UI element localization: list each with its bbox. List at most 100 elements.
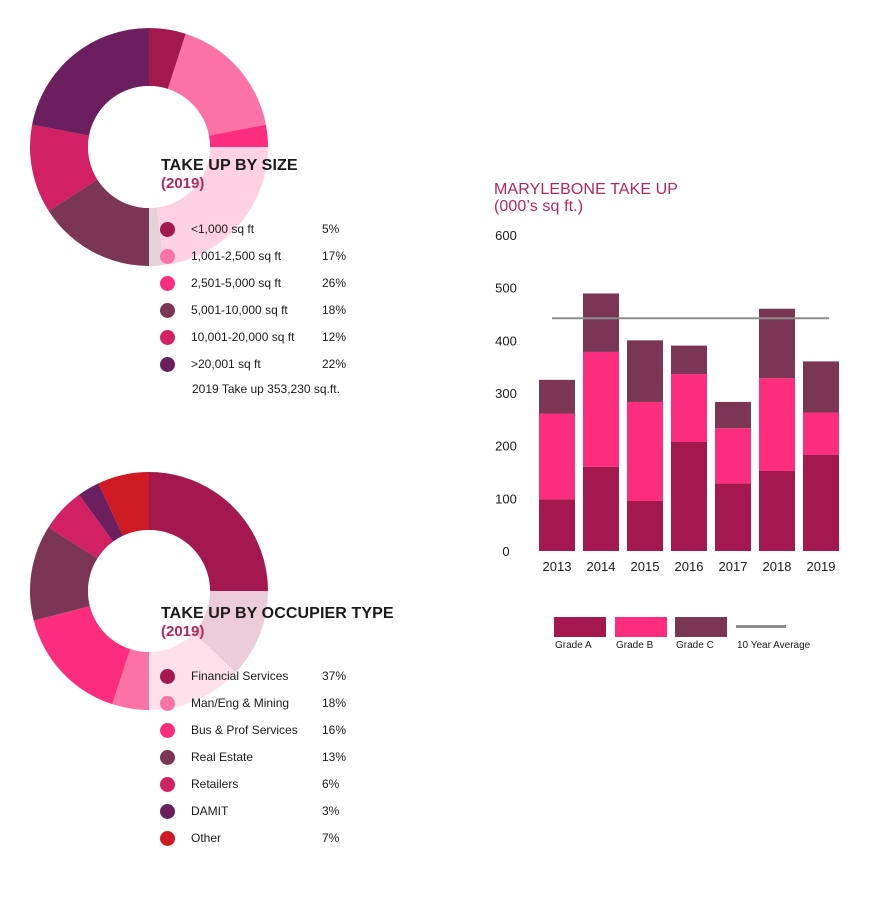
size-donut-chart bbox=[30, 28, 274, 272]
y-tick-label: 200 bbox=[495, 439, 517, 454]
occupier-legend-percent: 18% bbox=[322, 696, 347, 710]
occupier-legend-label: Financial Services bbox=[191, 669, 289, 683]
legend-grade-a: Grade A bbox=[554, 617, 606, 651]
bar-segment-grade-a bbox=[539, 499, 575, 551]
size-legend-label: 1,001-2,500 sq ft bbox=[191, 249, 282, 263]
occupier-donut-slice bbox=[48, 494, 114, 559]
y-tick-label: 500 bbox=[495, 281, 517, 296]
bar-segment-grade-c bbox=[759, 308, 795, 379]
size-legend-label: 5,001-10,000 sq ft bbox=[191, 303, 288, 317]
x-tick-label: 2018 bbox=[763, 559, 792, 574]
occupier-legend-item: Bus & Prof Services 16% bbox=[160, 723, 360, 750]
bar-segment-grade-b bbox=[627, 401, 663, 501]
bar-segment-grade-a bbox=[671, 441, 707, 551]
x-tick-label: 2019 bbox=[807, 559, 836, 574]
occupier-panel-title: TAKE UP BY OCCUPIER TYPE bbox=[161, 605, 394, 622]
legend-average-line bbox=[736, 625, 786, 628]
size-legend-item: <1,000 sq ft 5% bbox=[160, 222, 360, 249]
legend-grade-a-swatch bbox=[554, 617, 606, 637]
occupier-legend-dot bbox=[160, 831, 175, 846]
y-tick-label: 100 bbox=[495, 491, 517, 506]
legend-grade-b-label: Grade B bbox=[616, 640, 654, 651]
occupier-legend-percent: 13% bbox=[322, 750, 347, 764]
size-legend-dot bbox=[160, 249, 175, 264]
x-tick-label: 2013 bbox=[543, 559, 572, 574]
bar-segment-grade-b bbox=[539, 413, 575, 500]
size-legend: <1,000 sq ft 5% 1,001-2,500 sq ft 17% 2,501-… bbox=[160, 222, 360, 384]
size-legend-label: <1,000 sq ft bbox=[191, 222, 255, 236]
occupier-legend-item: DAMIT 3% bbox=[160, 804, 360, 831]
occupier-legend-item: Retailers 6% bbox=[160, 777, 360, 804]
occupier-legend-percent: 3% bbox=[322, 804, 340, 818]
occupier-legend-dot bbox=[160, 750, 175, 765]
occupier-legend-dot bbox=[160, 777, 175, 792]
occupier-legend-item: Other 7% bbox=[160, 831, 360, 858]
size-legend-item: 5,001-10,000 sq ft 18% bbox=[160, 303, 360, 330]
y-tick-label: 400 bbox=[495, 333, 517, 348]
bar-segment-grade-b bbox=[671, 374, 707, 442]
bar-segment-grade-b bbox=[803, 412, 839, 455]
bar-segment-grade-a bbox=[715, 483, 751, 551]
size-total-note: 2019 Take up 353,230 sq.ft. bbox=[192, 382, 340, 396]
legend-grade-b: Grade B bbox=[615, 617, 667, 651]
size-legend-label: 2,501-5,000 sq ft bbox=[191, 276, 282, 290]
occupier-legend-label: Other bbox=[191, 831, 222, 845]
occupier-legend-label: Bus & Prof Services bbox=[191, 723, 298, 737]
bar-segment-grade-b bbox=[583, 351, 619, 467]
y-tick-label: 300 bbox=[495, 386, 517, 401]
bar-chart-title-main: MARYLEBONE TAKE UP bbox=[494, 181, 679, 198]
size-legend-percent: 18% bbox=[322, 303, 347, 317]
bar-segment-grade-c bbox=[583, 293, 619, 352]
occupier-legend-label: Retailers bbox=[191, 777, 239, 791]
size-legend-item: 2,501-5,000 sq ft 26% bbox=[160, 276, 360, 303]
bar-chart-title: MARYLEBONE TAKE UP (000’s sq ft.) bbox=[494, 181, 678, 215]
x-tick-label: 2017 bbox=[719, 559, 748, 574]
occupier-legend-dot bbox=[160, 669, 175, 684]
size-legend-item: 10,001-20,000 sq ft 12% bbox=[160, 330, 360, 357]
size-legend-item: 1,001-2,500 sq ft 17% bbox=[160, 249, 360, 276]
bar-segment-grade-a bbox=[627, 500, 663, 551]
occupier-donut-fade-overlay bbox=[149, 591, 274, 716]
occupier-legend-item: Man/Eng & Mining 18% bbox=[160, 696, 360, 723]
occupier-panel-subtitle: (2019) bbox=[161, 623, 205, 640]
occupier-legend-dot bbox=[160, 723, 175, 738]
size-legend-dot bbox=[160, 276, 175, 291]
bar-segment-grade-c bbox=[671, 345, 707, 375]
bar-chart-title-unit: (000’s sq ft.) bbox=[494, 198, 584, 215]
x-tick-label: 2015 bbox=[631, 559, 660, 574]
bar-segment-grade-c bbox=[627, 340, 663, 402]
bar-segment-grade-a bbox=[583, 466, 619, 551]
occupier-legend-label: Real Estate bbox=[191, 750, 254, 764]
size-legend-item: >20,001 sq ft 22% bbox=[160, 357, 360, 384]
x-tick-label: 2014 bbox=[587, 559, 616, 574]
marylebone-take-up-bar-chart: 0 100 200 300 400 500 600 2013 2014 2015 2016 2017 2… bbox=[495, 228, 839, 574]
bar-segment-grade-a bbox=[803, 454, 839, 551]
size-donut-fade-overlay bbox=[149, 147, 274, 272]
occupier-legend-percent: 37% bbox=[322, 669, 347, 683]
size-legend-percent: 17% bbox=[322, 249, 347, 263]
size-legend-label: >20,001 sq ft bbox=[191, 357, 261, 371]
size-donut-slice bbox=[167, 33, 266, 136]
size-legend-percent: 5% bbox=[322, 222, 340, 236]
size-panel-subtitle: (2019) bbox=[161, 175, 205, 192]
y-tick-label: 600 bbox=[495, 228, 517, 243]
size-panel-title: TAKE UP BY SIZE bbox=[161, 157, 298, 174]
occupier-donut-slice bbox=[29, 527, 98, 621]
occupier-legend-percent: 6% bbox=[322, 777, 340, 791]
occupier-legend-label: Man/Eng & Mining bbox=[191, 696, 290, 710]
legend-grade-c-swatch bbox=[675, 617, 727, 637]
occupier-legend-item: Financial Services 37% bbox=[160, 669, 360, 696]
size-legend-percent: 12% bbox=[322, 330, 347, 344]
size-donut-slice bbox=[32, 28, 149, 136]
legend-grade-a-label: Grade A bbox=[555, 640, 592, 651]
size-donut-slice bbox=[149, 28, 186, 89]
bar-segment-grade-c bbox=[715, 401, 751, 429]
occupier-legend-label: DAMIT bbox=[191, 804, 229, 818]
size-donut-slice bbox=[30, 124, 98, 211]
size-legend-dot bbox=[160, 357, 175, 372]
size-legend-dot bbox=[160, 330, 175, 345]
occupier-legend-percent: 16% bbox=[322, 723, 347, 737]
size-legend-label: 10,001-20,000 sq ft bbox=[191, 330, 295, 344]
legend-grade-c-label: Grade C bbox=[676, 640, 714, 651]
occupier-legend-item: Real Estate 13% bbox=[160, 750, 360, 777]
